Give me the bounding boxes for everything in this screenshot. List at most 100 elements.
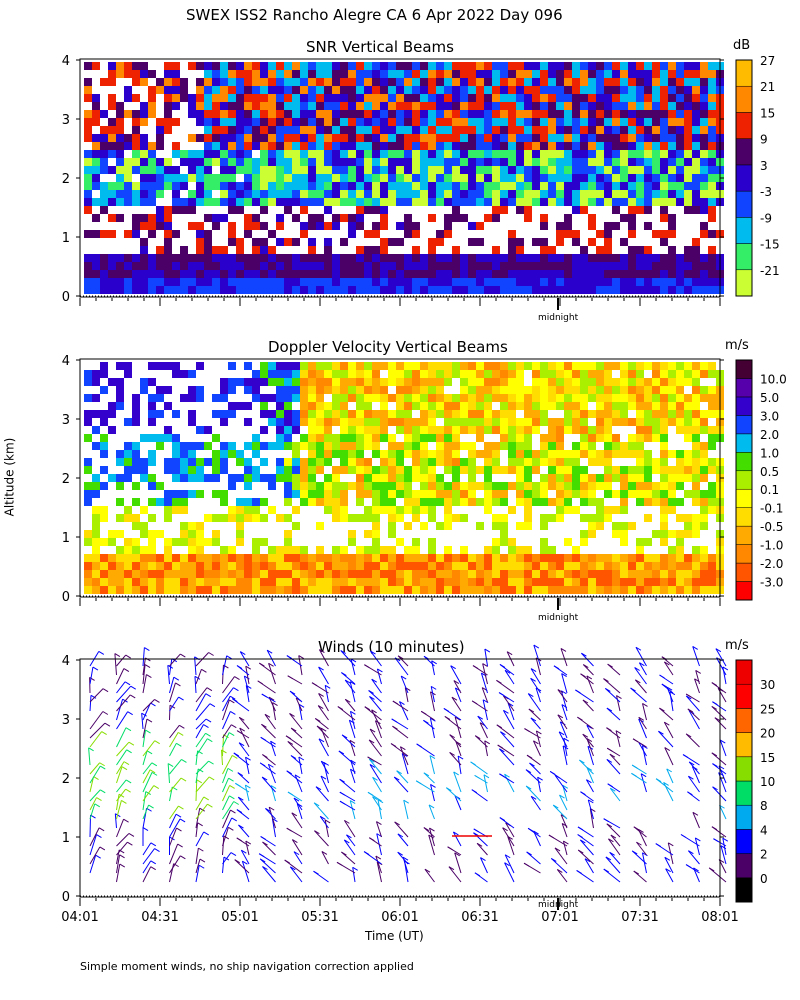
wind-barb bbox=[195, 703, 211, 721]
snr-cell bbox=[300, 270, 308, 278]
snr-cell bbox=[132, 262, 140, 270]
snr-cell bbox=[204, 166, 212, 174]
doppler-cell bbox=[372, 362, 380, 370]
doppler-cell bbox=[92, 394, 100, 402]
snr-cell bbox=[468, 94, 476, 102]
doppler-cell bbox=[524, 514, 532, 522]
wind-barb-flag bbox=[176, 742, 182, 747]
doppler-cell bbox=[700, 506, 708, 514]
wind-barb bbox=[430, 686, 435, 703]
snr-cell bbox=[188, 222, 196, 230]
snr-cell bbox=[652, 118, 660, 126]
snr-cell bbox=[476, 110, 484, 118]
snr-cell bbox=[604, 166, 612, 174]
doppler-cell bbox=[284, 490, 292, 498]
snr-cell bbox=[444, 174, 452, 182]
wind-barb-flag bbox=[324, 819, 331, 824]
doppler-cell bbox=[620, 402, 628, 410]
snr-cell bbox=[292, 214, 300, 222]
wind-barb-flag bbox=[580, 673, 586, 678]
snr-cell bbox=[364, 174, 372, 182]
snr-cell bbox=[372, 134, 380, 142]
snr-cell bbox=[188, 262, 196, 270]
snr-cell bbox=[164, 182, 172, 190]
snr-cell bbox=[700, 86, 708, 94]
snr-cell bbox=[444, 158, 452, 166]
snr-cell bbox=[372, 174, 380, 182]
doppler-cell bbox=[660, 434, 668, 442]
doppler-cell bbox=[316, 458, 324, 466]
doppler-cell bbox=[668, 506, 676, 514]
wind-barb bbox=[239, 727, 250, 748]
wind-barb bbox=[195, 865, 200, 883]
snr-cell bbox=[364, 94, 372, 102]
doppler-cell bbox=[84, 370, 92, 378]
wind-barb-flag bbox=[261, 723, 267, 728]
snr-cell bbox=[364, 62, 372, 70]
snr-cell bbox=[452, 254, 460, 262]
doppler-cell bbox=[596, 554, 604, 562]
doppler-cell bbox=[636, 370, 644, 378]
snr-cell bbox=[172, 206, 180, 214]
doppler-cell bbox=[676, 514, 684, 522]
snr-cell bbox=[524, 174, 532, 182]
wind-barb bbox=[429, 718, 435, 739]
snr-cell bbox=[252, 166, 260, 174]
wind-barb-flag bbox=[392, 725, 398, 730]
snr-cell bbox=[596, 70, 604, 78]
snr-cell bbox=[388, 70, 396, 78]
doppler-cell bbox=[396, 514, 404, 522]
doppler-cell bbox=[244, 570, 252, 578]
wind-barb bbox=[289, 713, 303, 730]
wind-barb bbox=[141, 713, 144, 730]
doppler-cell bbox=[412, 578, 420, 586]
snr-cell bbox=[636, 150, 644, 158]
snr-cell bbox=[620, 126, 628, 134]
snr-cell bbox=[452, 70, 460, 78]
doppler-cell bbox=[428, 538, 436, 546]
wind-barb bbox=[89, 695, 92, 712]
doppler-cell bbox=[308, 554, 316, 562]
doppler-cell bbox=[508, 466, 516, 474]
snr-cell bbox=[604, 110, 612, 118]
snr-cell bbox=[700, 190, 708, 198]
snr-cell bbox=[620, 62, 628, 70]
snr-cell bbox=[436, 150, 444, 158]
snr-cell bbox=[380, 278, 388, 286]
doppler-cell bbox=[652, 434, 660, 442]
wind-barb-flag bbox=[203, 796, 209, 801]
wind-barb-flag bbox=[476, 842, 483, 847]
wind-barb-flag bbox=[289, 712, 295, 717]
snr-cell bbox=[652, 142, 660, 150]
snr-cell bbox=[228, 110, 236, 118]
doppler-cell bbox=[172, 538, 180, 546]
snr-cell bbox=[188, 270, 196, 278]
doppler-cell bbox=[316, 586, 324, 594]
doppler-cell bbox=[84, 418, 92, 426]
snr-cell bbox=[612, 182, 620, 190]
doppler-cell bbox=[652, 426, 660, 434]
snr-cell bbox=[636, 246, 644, 254]
snr-cell bbox=[132, 150, 140, 158]
snr-cell bbox=[212, 174, 220, 182]
snr-cell bbox=[500, 174, 508, 182]
snr-cell bbox=[548, 254, 556, 262]
snr-cell bbox=[468, 238, 476, 246]
doppler-cell bbox=[332, 562, 340, 570]
snr-cell bbox=[372, 198, 380, 206]
snr-cell bbox=[444, 182, 452, 190]
doppler-cell bbox=[308, 434, 316, 442]
doppler-cell bbox=[516, 474, 524, 482]
doppler-cell bbox=[508, 386, 516, 394]
wind-barb-flag bbox=[638, 716, 645, 721]
wind-barb-flag bbox=[154, 740, 160, 745]
doppler-cell bbox=[380, 434, 388, 442]
snr-cell bbox=[692, 78, 700, 86]
doppler-cell bbox=[84, 586, 92, 594]
doppler-cell bbox=[532, 554, 540, 562]
snr-cell bbox=[420, 174, 428, 182]
wind-barb-flag bbox=[149, 769, 156, 774]
wind-barb-flag bbox=[451, 696, 458, 701]
snr-cell bbox=[340, 62, 348, 70]
doppler-cell bbox=[452, 498, 460, 506]
